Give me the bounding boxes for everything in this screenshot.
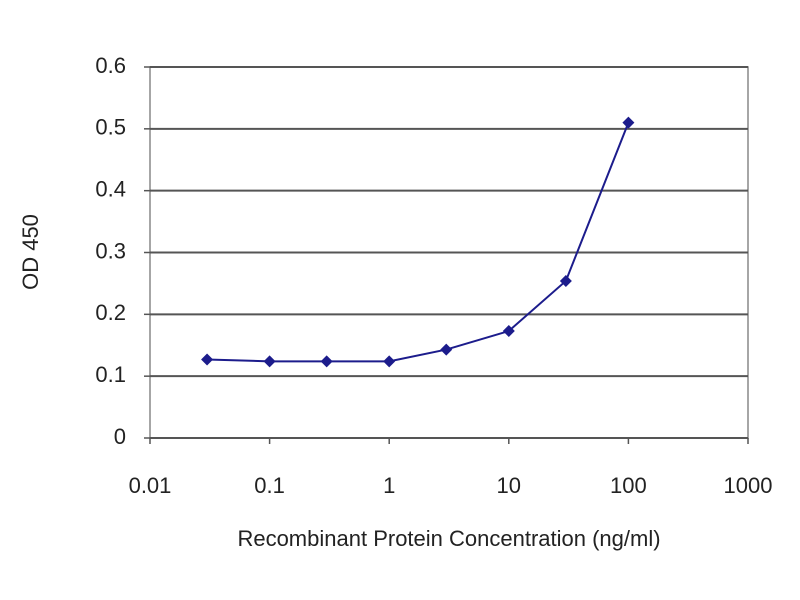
y-tick-label: 0.1 <box>95 362 126 387</box>
x-tick-label: 100 <box>610 473 647 498</box>
y-tick-label: 0.6 <box>95 53 126 78</box>
data-point <box>559 274 572 287</box>
x-tick-label: 1000 <box>724 473 773 498</box>
data-line <box>207 122 630 363</box>
x-tick-label: 0.01 <box>129 473 172 498</box>
data-point <box>502 325 515 338</box>
x-tick-label: 0.1 <box>254 473 285 498</box>
x-tick-label: 1 <box>383 473 395 498</box>
y-axis-label: OD 450 <box>18 214 43 290</box>
data-point <box>440 343 453 356</box>
data-point <box>263 355 276 368</box>
data-point <box>622 116 635 129</box>
y-tick-label: 0 <box>114 424 126 449</box>
y-tick-label: 0.4 <box>95 176 126 201</box>
y-tick-label: 0.2 <box>95 300 126 325</box>
data-point <box>201 353 214 366</box>
x-tick-label: 10 <box>497 473 521 498</box>
y-tick-label: 0.5 <box>95 115 126 140</box>
data-point <box>383 355 396 368</box>
y-tick-label: 0.3 <box>95 238 126 263</box>
x-axis-label: Recombinant Protein Concentration (ng/ml… <box>237 526 660 551</box>
data-point <box>320 355 333 368</box>
